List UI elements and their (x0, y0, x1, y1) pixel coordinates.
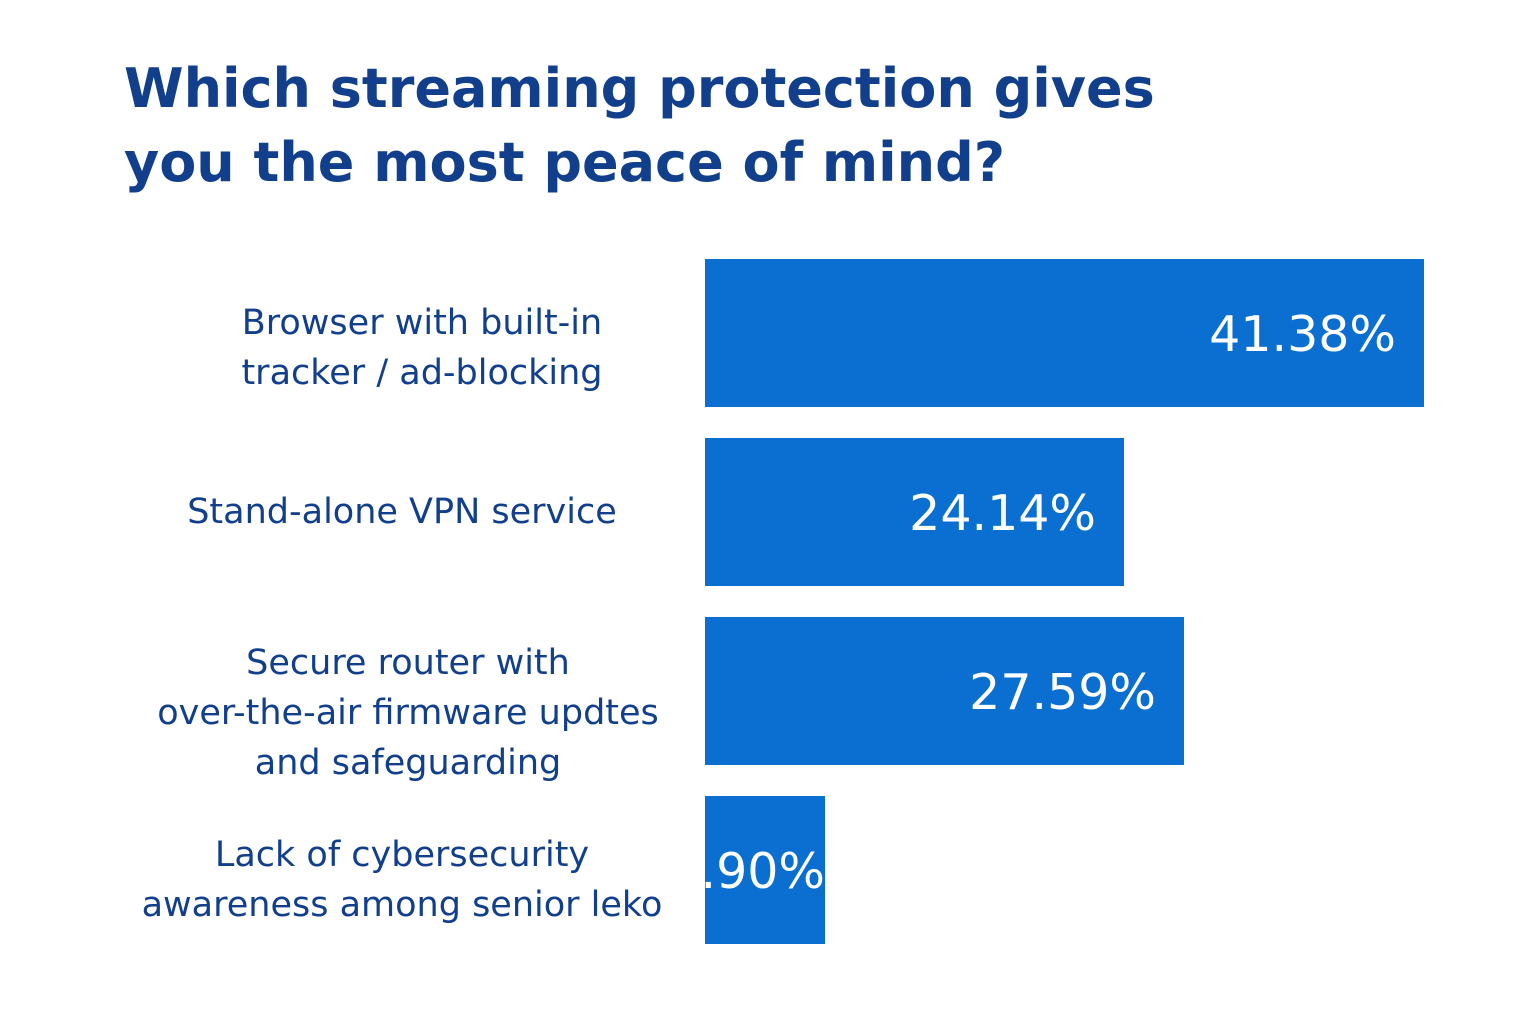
category-label-awareness: Lack of cybersecurity awareness among se… (141, 835, 663, 925)
chart-title: Which streaming protection gives you the… (124, 52, 1155, 200)
category-label-browser: Browser with built-in tracker / ad-block… (241, 303, 603, 393)
bar-3 (705, 796, 825, 944)
bar-0 (705, 259, 1424, 407)
category-label-vpn: Stand-alone VPN service (187, 492, 617, 532)
chart-title-line-2: you the most peace of mind? (124, 131, 1006, 194)
chart-title-line-1: Which streaming protection gives (124, 57, 1155, 120)
bar-1 (705, 438, 1124, 586)
bar-value-label-3: 6.90% (669, 843, 825, 900)
bar-value-label-1: 24.14% (909, 485, 1096, 542)
category-label-router: Secure router with over-the-air firmware… (157, 643, 659, 783)
bar-2 (705, 617, 1184, 765)
bar-value-label-2: 27.59% (969, 664, 1156, 721)
bar-value-label-0: 41.38% (1209, 306, 1396, 363)
